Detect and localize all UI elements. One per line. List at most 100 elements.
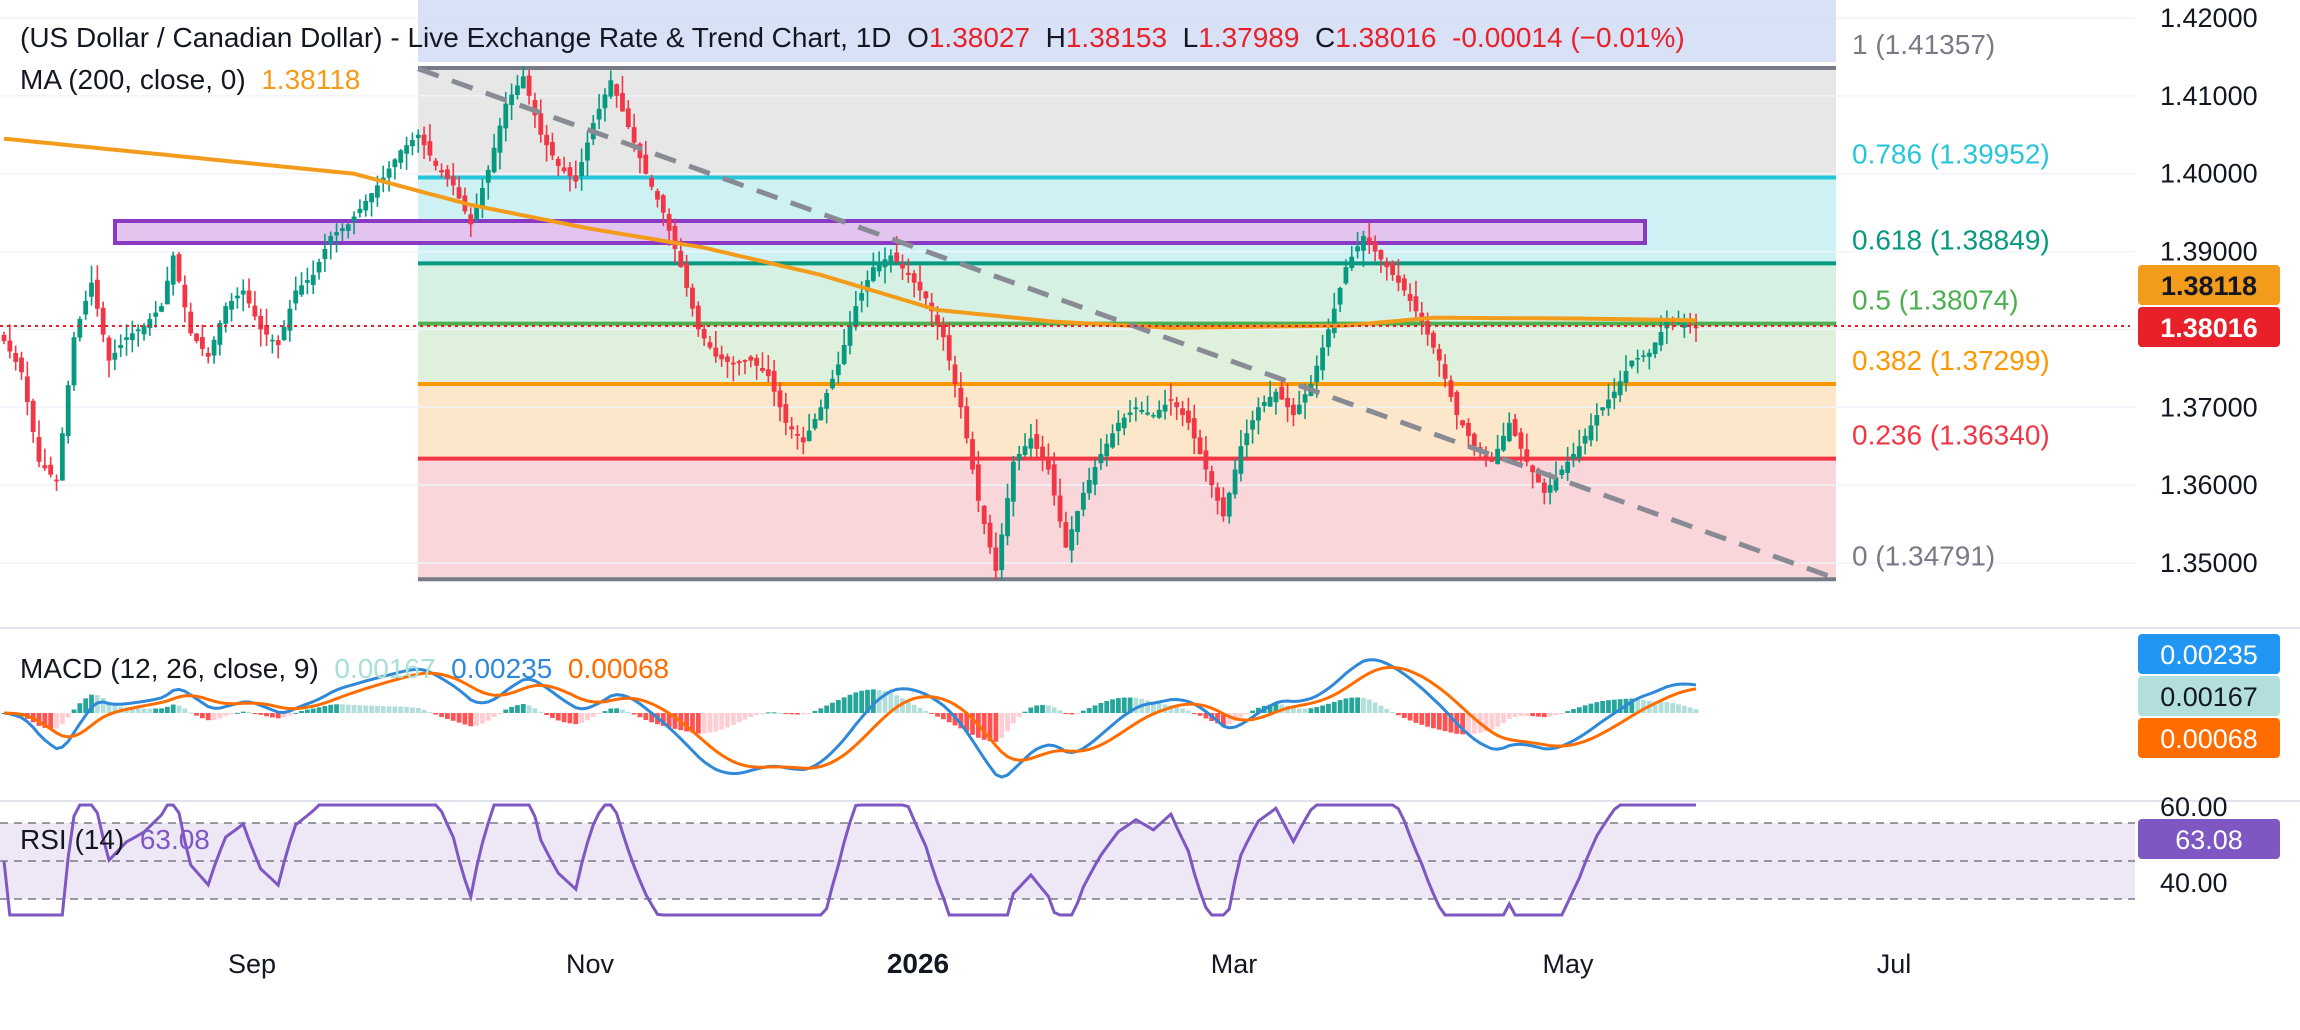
macd-bar-276 [1611,699,1617,713]
macd-bar-28 [164,706,170,713]
candle-body-87 [509,94,514,106]
candle-body-268 [1565,461,1571,473]
candle-body-5 [30,400,36,432]
candle-body-117 [684,263,690,288]
candle-body-200 [1168,399,1174,401]
macd-bar-11 [65,713,71,718]
macd-bar-24 [141,708,147,713]
candle-body-194 [1133,407,1139,410]
y-tick-1: 1.41000 [2160,81,2258,111]
candle-body-229 [1337,287,1343,305]
candle-body-231 [1349,256,1355,269]
macd-bar-35 [205,713,211,721]
candle-body-197 [1150,415,1156,417]
candle-body-223 [1302,394,1308,403]
candle-body-234 [1366,237,1372,244]
candle-body-273 [1594,415,1600,426]
macd-bar-212 [1238,713,1244,718]
candle-body-99 [579,162,585,177]
fib-band-0-236 [418,459,1836,580]
candle-body-249 [1454,391,1460,416]
macd-bar-83 [485,713,491,721]
macd-bar-225 [1314,707,1320,713]
macd-bar-198 [1156,703,1162,713]
candle-body-66 [386,168,392,178]
macd-bar-47 [275,713,281,719]
candle-body-211 [1232,469,1238,495]
candle-body-89 [520,76,526,89]
candle-body-242 [1413,296,1419,312]
candle-body-107 [625,108,631,127]
macd-bar-250 [1460,713,1466,735]
macd-bar-100 [585,713,590,721]
candle-body-178 [1040,446,1045,460]
candle-body-166 [970,439,975,470]
candle-body-30 [176,254,182,282]
candle-body-188 [1098,454,1104,464]
macd-bar-217 [1267,704,1273,713]
fib-label-4: 0.382 (1.37299) [1852,345,2050,376]
candle-body-16 [94,279,100,309]
macd-bar-121 [707,713,713,733]
macd-bar-256 [1495,713,1501,727]
macd-bar-165 [964,713,970,732]
x-tick-mar: Mar [1211,949,1258,979]
macd-bar-182 [1063,713,1069,714]
candle-body-207 [1209,471,1215,486]
candle-body-91 [532,100,538,116]
macd-bar-289 [1687,707,1693,713]
candle-body-60 [351,216,357,222]
candle-body-238 [1390,262,1396,275]
candle-body-230 [1343,267,1349,284]
candle-body-190 [1110,433,1115,448]
macd-bar-206 [1203,713,1209,719]
candle-body-279 [1629,360,1635,367]
candle-body-124 [725,356,730,362]
macd-bar-18 [106,702,112,713]
rsi-tick-40: 40.00 [2160,868,2228,898]
candle-body-126 [736,361,742,364]
candle-body-221 [1291,404,1296,416]
macd-bar-204 [1191,713,1197,714]
macd-bar-202 [1180,708,1185,713]
candle-body-232 [1355,246,1360,252]
macd-bar-64 [375,705,380,713]
resistance-zone [113,219,1647,245]
candle-body-42 [246,290,252,304]
macd-bar-288 [1681,705,1687,713]
candle-body-184 [1075,511,1080,532]
price-pane: 1 (1.41357) 0.786 (1.39952) 0.618 (1.38849… [0,17,2135,582]
candle-body-282 [1646,352,1652,357]
macd-bar-56 [328,704,334,713]
candle-body-17 [100,307,106,335]
macd-bar-285 [1664,702,1670,713]
candle-body-57 [334,232,339,236]
macd-bar-243 [1419,713,1425,725]
candle-body-208 [1215,487,1220,501]
macd-bar-91 [532,708,538,713]
candle-body-236 [1378,250,1384,260]
macd-bar-119 [695,713,701,734]
candle-body-264 [1541,482,1547,493]
macd-bar-71 [415,708,421,713]
candle-body-35 [205,352,211,357]
fib-label-0: 1 (1.41357) [1852,29,1995,60]
candle-body-209 [1221,497,1226,517]
macd-bar-154 [900,698,905,713]
candle-body-71 [415,134,421,139]
candle-body-11 [65,385,71,437]
macd-bar-160 [935,713,940,717]
candle-body-269 [1571,454,1576,460]
macd-bar-50 [293,712,299,714]
candle-body-288 [1681,323,1687,328]
macd-bar-238 [1390,712,1396,714]
candle-body-46 [269,339,275,342]
candle-body-3 [19,357,24,373]
symbol-label: (US Dollar / Canadian Dollar) - Live Exc… [20,22,892,53]
open-label: O [907,22,929,53]
y-tick-0: 1.42000 [2160,3,2258,33]
candle-body-165 [964,406,970,439]
candle-body-88 [515,85,520,96]
macd-bar-14 [83,698,89,713]
macd-bar-75 [439,713,444,717]
